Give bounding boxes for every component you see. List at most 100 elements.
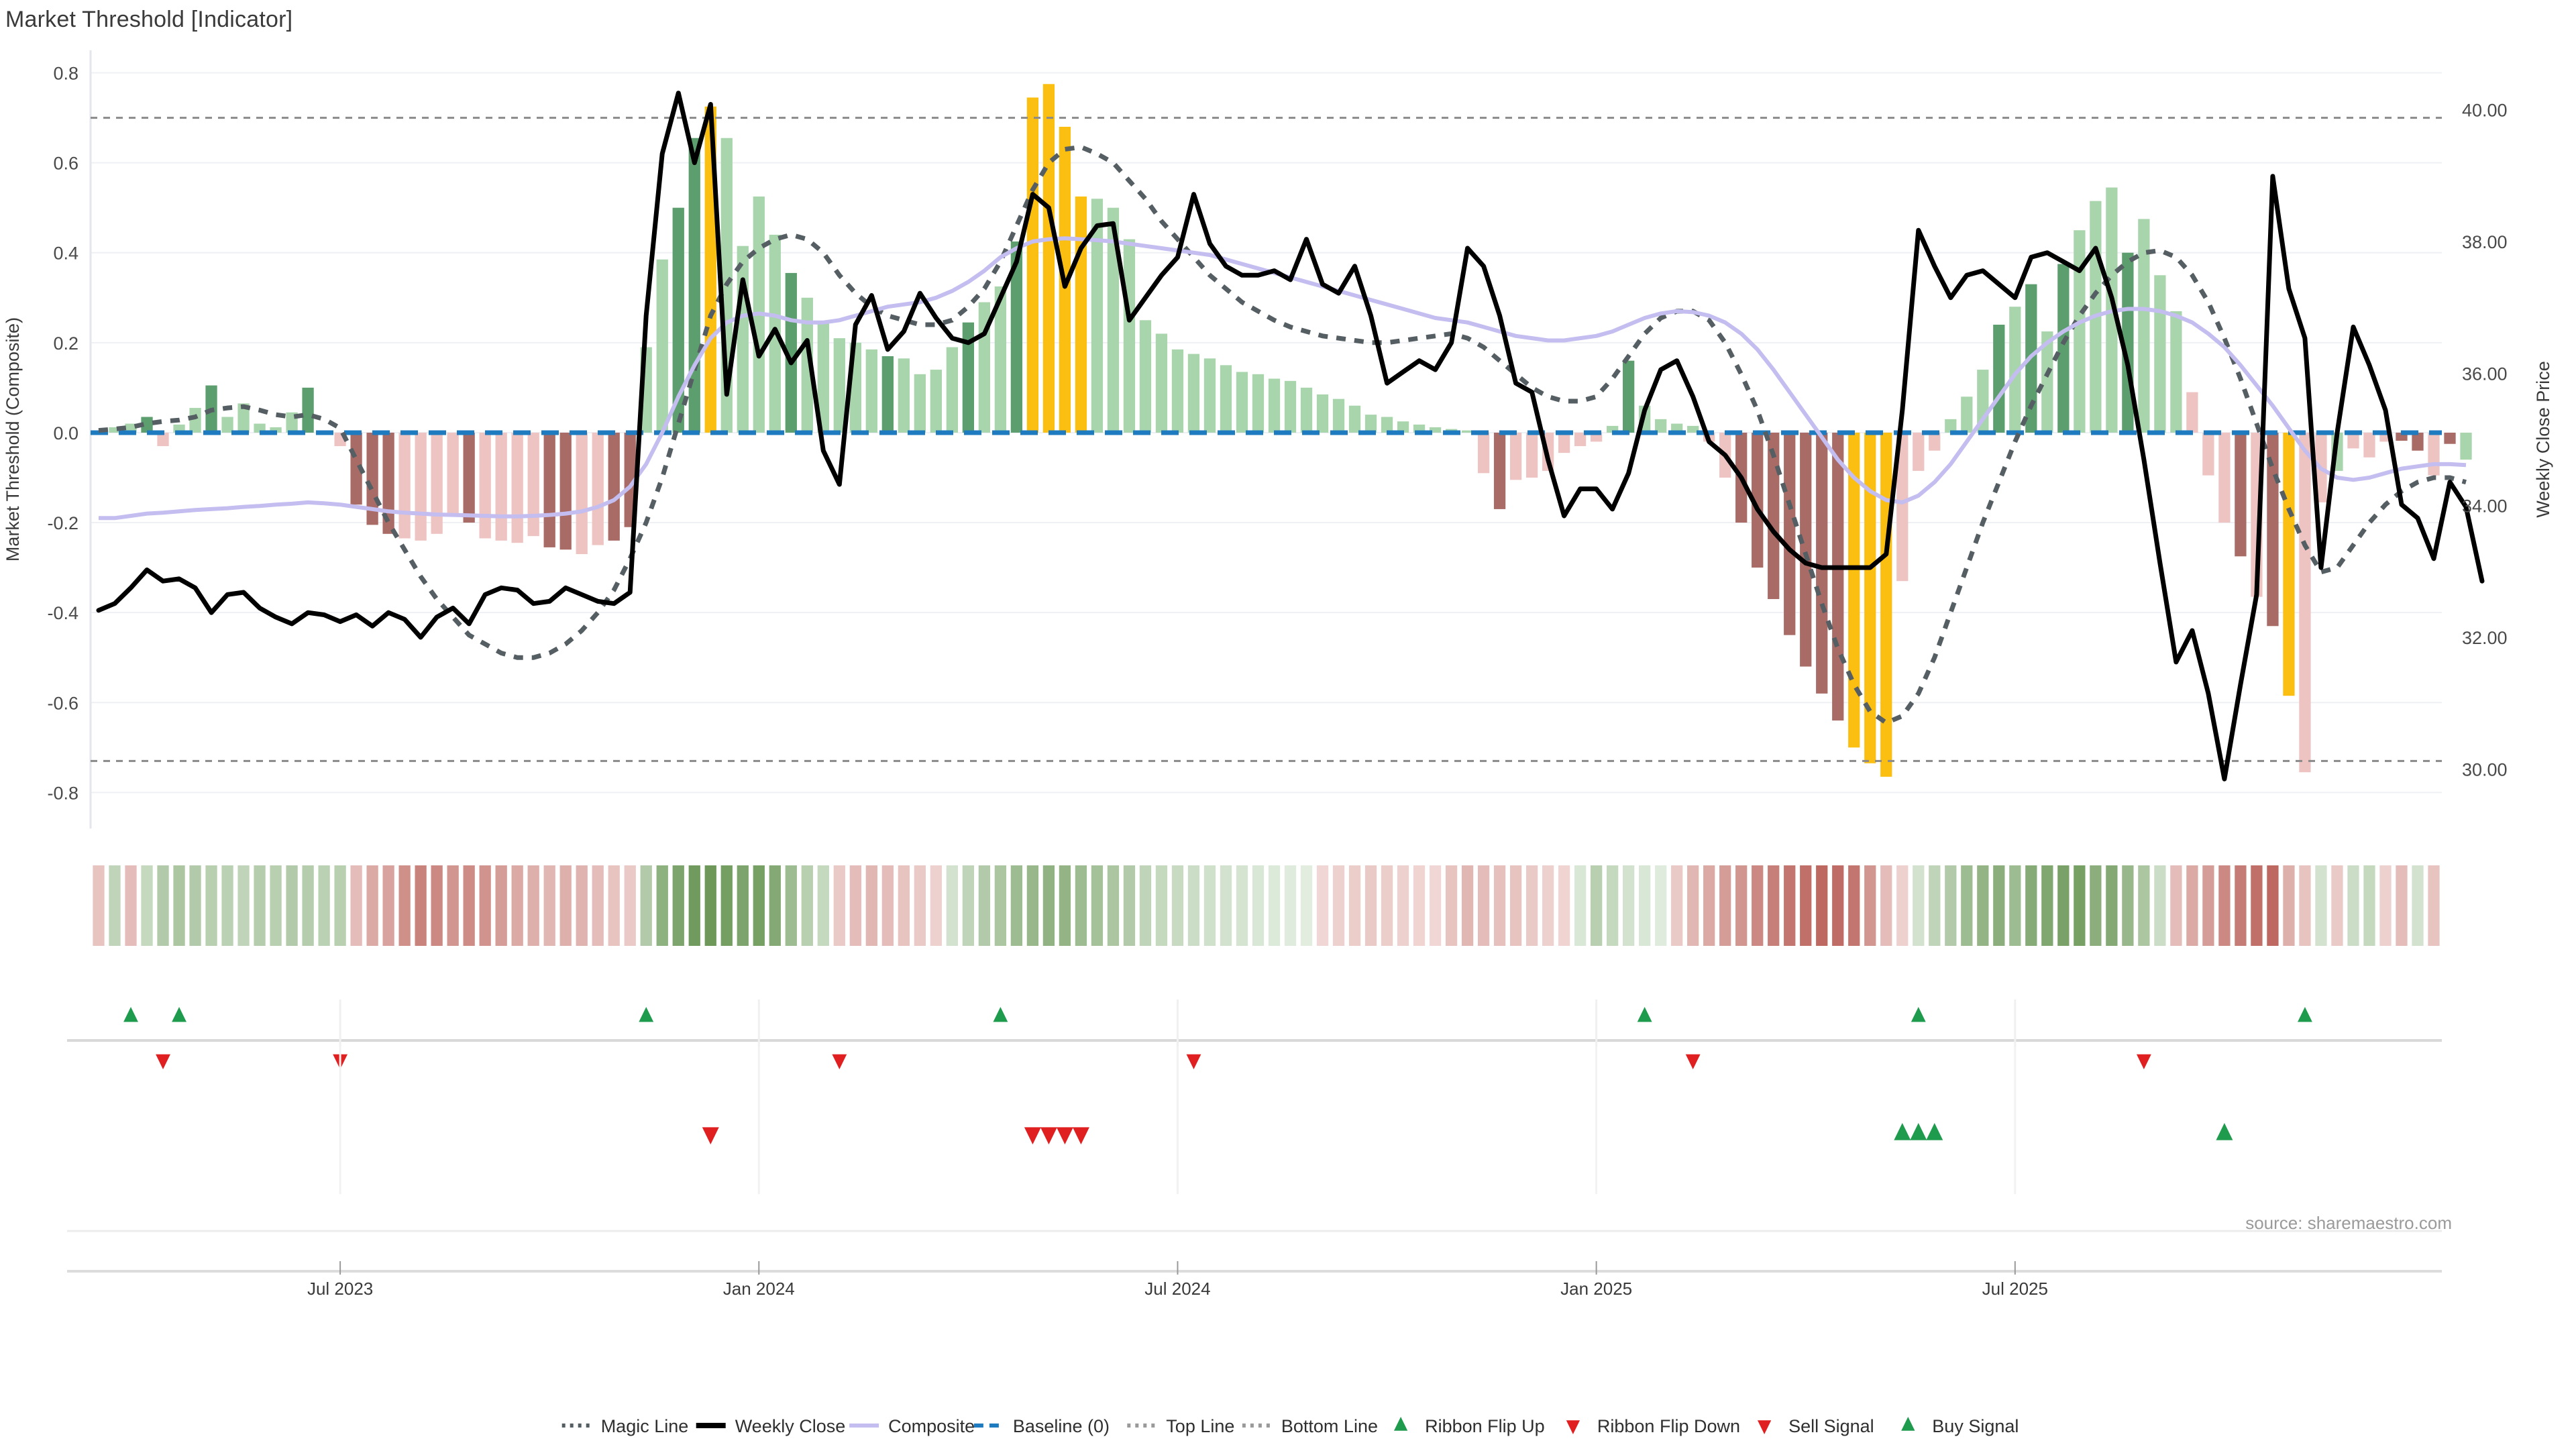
composite-bar xyxy=(688,138,700,433)
ribbon-cell xyxy=(1252,865,1265,946)
legend-marker-9 xyxy=(1901,1417,1915,1431)
composite-bar xyxy=(994,286,1007,433)
composite-bar xyxy=(2170,311,2182,433)
ribbon-flip-up-marker xyxy=(1637,1007,1652,1022)
ribbon-cell xyxy=(1364,865,1377,946)
composite-bar xyxy=(559,432,572,550)
ribbon-cell xyxy=(1413,865,1426,946)
ribbon-cell xyxy=(962,865,975,946)
composite-bar xyxy=(1155,333,1168,433)
ribbon-cell xyxy=(769,865,781,946)
ribbon-cell xyxy=(672,865,684,946)
ribbon-cell xyxy=(1010,865,1023,946)
ribbon-cell xyxy=(1509,865,1522,946)
composite-bar xyxy=(2412,432,2424,451)
ribbon-cell xyxy=(559,865,572,946)
ribbon-cell xyxy=(2074,865,2086,946)
composite-bar xyxy=(415,432,427,541)
legend-label: Ribbon Flip Up xyxy=(1425,1416,1545,1436)
composite-bar xyxy=(1961,396,1973,433)
composite-bar xyxy=(1752,432,1764,568)
ribbon-cell xyxy=(881,865,894,946)
composite-bar xyxy=(2460,432,2472,460)
ribbon-strip xyxy=(93,865,2440,946)
ribbon-cell xyxy=(946,865,959,946)
ribbon-cell xyxy=(640,865,652,946)
composite-bar xyxy=(2299,432,2311,773)
ribbon-cell xyxy=(1123,865,1136,946)
weekly-close-line xyxy=(96,91,2485,782)
composite-bar xyxy=(2041,331,2053,433)
legend-label: Magic Line xyxy=(601,1416,689,1436)
y-axis-tick-label: 0.4 xyxy=(53,244,78,264)
composite-bar xyxy=(656,259,668,433)
ribbon-cell xyxy=(302,865,314,946)
ribbon-cell xyxy=(1848,865,1860,946)
ribbon-flip-up-marker xyxy=(639,1007,654,1022)
composite-bar xyxy=(1607,425,1619,433)
ribbon-cell xyxy=(205,865,217,946)
composite-bar xyxy=(2009,307,2021,433)
composite-bar xyxy=(2444,432,2456,444)
composite-bar xyxy=(865,349,877,433)
ribbon-cell xyxy=(704,865,716,946)
ribbon-cell xyxy=(624,865,636,946)
ribbon-cell xyxy=(785,865,797,946)
composite-bar xyxy=(527,432,539,537)
ribbon-flip-up-marker xyxy=(1911,1007,1926,1022)
ribbon-cell xyxy=(1091,865,1104,946)
composite-bar xyxy=(2074,230,2086,433)
ribbon-cell xyxy=(254,865,266,946)
ribbon-cell xyxy=(1139,865,1152,946)
ribbon-cell xyxy=(157,865,169,946)
composite-bar xyxy=(2202,432,2214,476)
composite-bar xyxy=(1220,365,1232,433)
ribbon-cell xyxy=(1977,865,1989,946)
ribbon-cell xyxy=(592,865,604,946)
ribbon-cell xyxy=(1445,865,1458,946)
ribbon-cell xyxy=(334,865,346,946)
composite-bar xyxy=(2138,219,2150,433)
composite-bar xyxy=(1525,432,1538,478)
ribbon-cell xyxy=(688,865,700,946)
ribbon-cell xyxy=(270,865,282,946)
ribbon-cell xyxy=(1896,865,1909,946)
composite-bar xyxy=(157,432,169,447)
sell-signal-marker xyxy=(1040,1127,1057,1144)
buy-signal-marker xyxy=(2216,1123,2233,1140)
composite-bar xyxy=(2154,275,2166,433)
ribbon-cell xyxy=(2299,865,2311,946)
ribbon-cell xyxy=(1316,865,1329,946)
composite-bar xyxy=(1784,432,1796,635)
composite-bar xyxy=(2218,432,2231,523)
y2-axis-tick-label: 30.00 xyxy=(2462,760,2508,780)
legend-label: Composite xyxy=(888,1416,975,1436)
ribbon-cell xyxy=(1203,865,1216,946)
composite-bar xyxy=(447,432,459,516)
y-axis-tick-label: -0.8 xyxy=(47,783,78,803)
ribbon-cell xyxy=(125,865,137,946)
legend-label: Ribbon Flip Down xyxy=(1597,1416,1740,1436)
ribbon-cell xyxy=(1703,865,1715,946)
ribbon-cell xyxy=(527,865,539,946)
composite-bar xyxy=(237,403,250,433)
composite-bar xyxy=(1687,425,1699,433)
ribbon-cell xyxy=(2186,865,2198,946)
ribbon-cell xyxy=(479,865,491,946)
composite-bar xyxy=(1397,421,1409,433)
right-axis: 40.00 38.00 36.00 34.00 32.00 30.00 Weekly Clo… xyxy=(2462,100,2553,780)
y-axis-tick-label: 0.6 xyxy=(53,154,78,174)
y2-axis-tick-label: 34.00 xyxy=(2462,496,2508,516)
ribbon-cell xyxy=(2057,865,2070,946)
ribbon-cell xyxy=(1735,865,1748,946)
ribbon-cell xyxy=(1332,865,1345,946)
ribbon-cell xyxy=(2331,865,2343,946)
composite-bar xyxy=(1864,432,1876,763)
composite-bar xyxy=(1800,432,1812,667)
x-axis-tick-label: Jul 2025 xyxy=(1982,1279,2048,1299)
composite-bar xyxy=(1993,325,2005,433)
composite-bar xyxy=(1896,432,1909,582)
ribbon-cell xyxy=(221,865,233,946)
composite-bar xyxy=(2363,432,2375,458)
ribbon-cell xyxy=(1913,865,1925,946)
